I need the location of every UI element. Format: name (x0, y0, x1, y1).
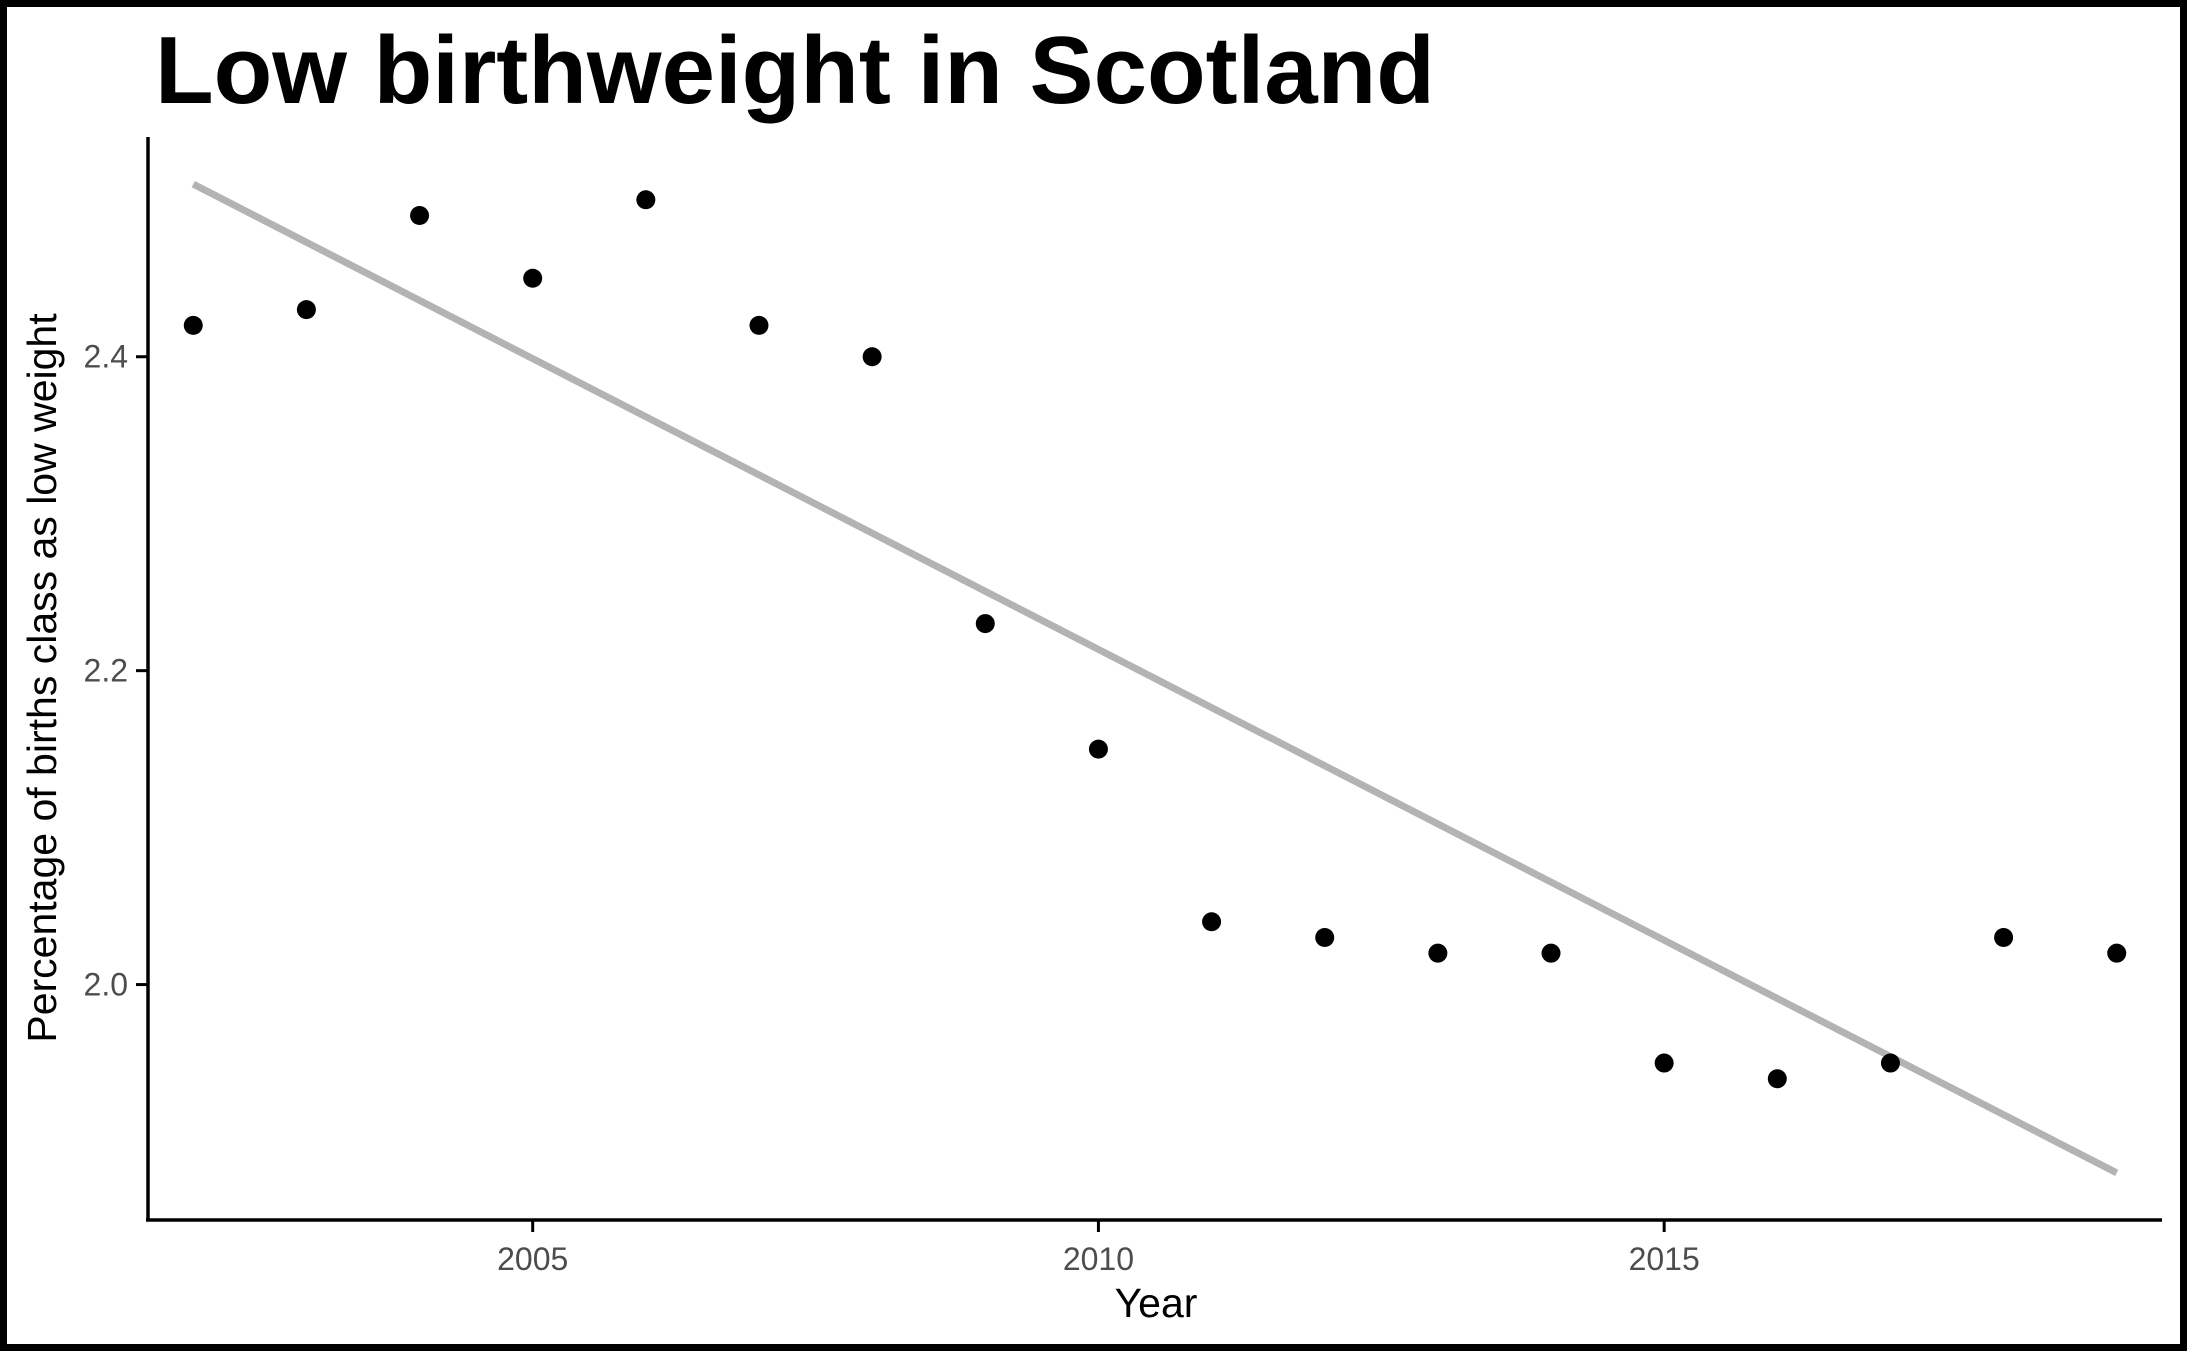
data-point (1202, 912, 1222, 932)
y-tick-label: 2.4 (84, 339, 128, 375)
trend-line-layer (191, 180, 2119, 1177)
data-point (1315, 927, 1335, 947)
y-tick-label: 2.2 (84, 653, 128, 689)
data-point (523, 268, 543, 288)
data-point (862, 347, 882, 367)
data-point (749, 315, 769, 335)
data-points (183, 190, 2127, 1089)
data-point (636, 190, 656, 210)
y-axis-title: Percentage of births class as low weight (19, 313, 65, 1043)
data-point (975, 614, 995, 634)
chart-title: Low birthweight in Scotland (155, 17, 1435, 124)
data-point (1428, 943, 1448, 963)
data-point (1994, 927, 2014, 947)
data-point (1654, 1053, 1674, 1073)
x-tick-label: 2005 (497, 1241, 568, 1277)
data-point (1880, 1053, 1900, 1073)
data-point (183, 315, 203, 335)
data-point (2107, 943, 2127, 963)
data-point (296, 300, 316, 320)
x-tick-label: 2010 (1063, 1241, 1134, 1277)
x-ticks: 2005 2010 2015 (497, 1220, 1700, 1277)
axes: 2005 2010 2015 2.0 2.2 2.4 Year Percentage o… (19, 137, 2162, 1326)
data-point (410, 205, 430, 225)
y-ticks: 2.0 2.2 2.4 (84, 339, 148, 1003)
data-point (1541, 943, 1561, 963)
x-axis-title: Year (1115, 1280, 1198, 1326)
y-tick-label: 2.0 (84, 967, 128, 1003)
data-point (1088, 739, 1108, 759)
x-tick-label: 2015 (1629, 1241, 1700, 1277)
data-point (1767, 1069, 1787, 1089)
trend-line (191, 180, 2119, 1177)
